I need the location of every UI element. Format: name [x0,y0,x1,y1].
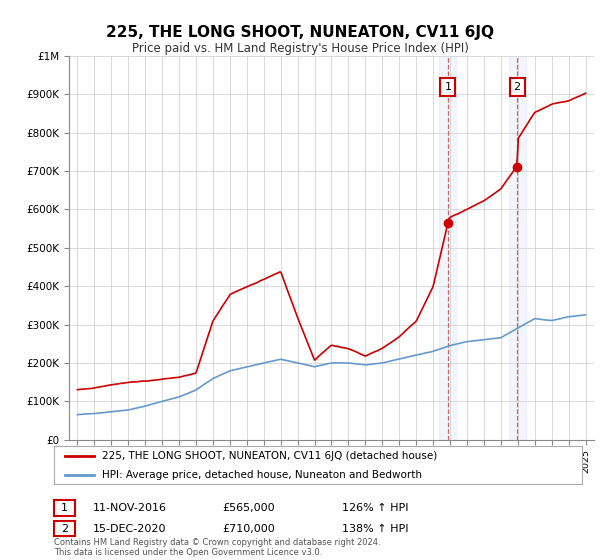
Text: 2: 2 [514,82,521,92]
Text: 2: 2 [61,524,68,534]
Text: Contains HM Land Registry data © Crown copyright and database right 2024.
This d: Contains HM Land Registry data © Crown c… [54,538,380,557]
Text: 1: 1 [445,82,451,92]
Text: 15-DEC-2020: 15-DEC-2020 [93,524,167,534]
Text: 1: 1 [61,503,68,513]
Text: 225, THE LONG SHOOT, NUNEATON, CV11 6JQ (detached house): 225, THE LONG SHOOT, NUNEATON, CV11 6JQ … [101,451,437,461]
Bar [509,56,526,440]
Text: Price paid vs. HM Land Registry's House Price Index (HPI): Price paid vs. HM Land Registry's House … [131,42,469,55]
Text: £710,000: £710,000 [222,524,275,534]
Text: 138% ↑ HPI: 138% ↑ HPI [342,524,409,534]
Text: 126% ↑ HPI: 126% ↑ HPI [342,503,409,514]
Text: £565,000: £565,000 [222,503,275,514]
Text: HPI: Average price, detached house, Nuneaton and Bedworth: HPI: Average price, detached house, Nune… [101,470,422,480]
Text: 11-NOV-2016: 11-NOV-2016 [93,503,167,514]
Bar [439,56,457,440]
Text: 225, THE LONG SHOOT, NUNEATON, CV11 6JQ: 225, THE LONG SHOOT, NUNEATON, CV11 6JQ [106,25,494,40]
